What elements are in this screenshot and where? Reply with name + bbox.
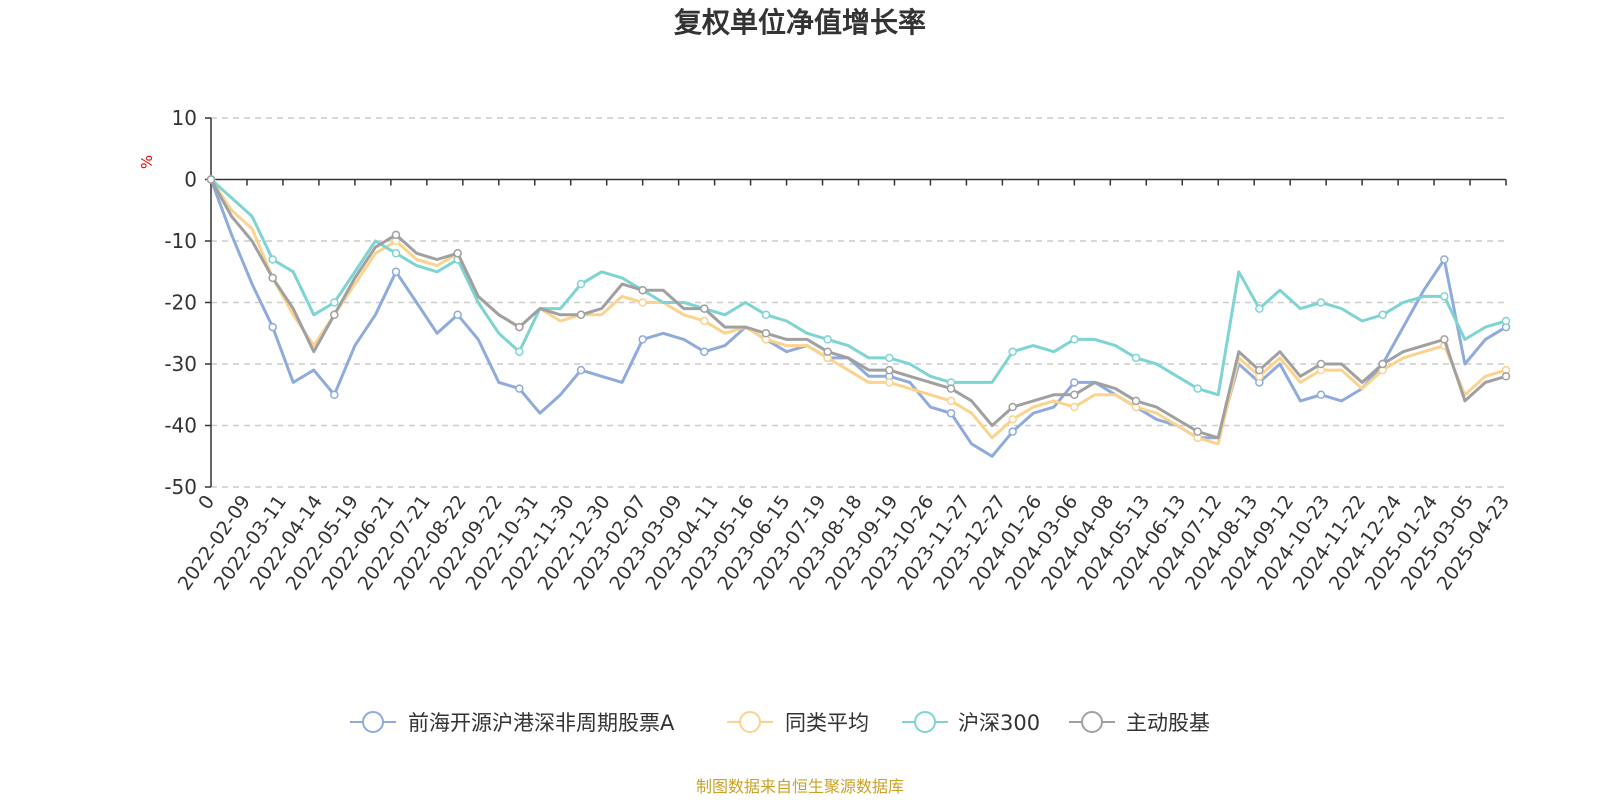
series-point <box>1008 427 1017 436</box>
series-point <box>576 279 586 289</box>
series-point <box>1440 292 1449 301</box>
series-point <box>268 322 277 332</box>
series-point <box>391 249 401 258</box>
series-point <box>330 298 339 307</box>
series-point <box>1193 384 1202 393</box>
series-point <box>1131 396 1141 406</box>
series-point <box>1316 298 1326 307</box>
legend: 前海开源沪港深非周期股票A 同类平均 沪深300 主动股基 <box>350 711 1210 735</box>
series-point <box>1131 353 1141 363</box>
legend-marker-3 <box>914 711 936 733</box>
grid <box>211 117 1506 488</box>
series-point <box>330 310 339 320</box>
y-tick-label: -40 <box>164 414 197 438</box>
series-point <box>1193 427 1202 436</box>
series-point <box>1008 402 1017 412</box>
y-tick-label: -50 <box>164 475 197 499</box>
series-line-2 <box>209 178 1507 446</box>
series-point <box>1316 390 1326 399</box>
series-point <box>515 384 524 393</box>
legend-label-3: 沪深300 <box>958 711 1040 735</box>
series-point <box>576 310 586 320</box>
y-axis-unit: % <box>138 155 156 169</box>
series-point <box>1378 359 1387 369</box>
series-lines <box>206 175 1511 458</box>
series-point <box>1070 378 1079 387</box>
series-point <box>700 316 709 326</box>
legend-label-2: 同类平均 <box>785 711 869 735</box>
series-point <box>638 285 647 295</box>
series-line-4 <box>209 178 1507 440</box>
series-point <box>1440 335 1449 344</box>
legend-label-4: 主动股基 <box>1126 711 1210 735</box>
legend-marker-4 <box>1081 711 1103 733</box>
legend-label-1: 前海开源沪港深非周期股票A <box>408 711 675 735</box>
series-point <box>515 322 524 332</box>
series-point <box>1501 372 1511 381</box>
series-line-1 <box>209 178 1507 458</box>
series-point <box>823 347 832 356</box>
series-point <box>946 396 956 406</box>
x-tick-label: 0 <box>194 491 219 514</box>
series-point <box>206 175 216 184</box>
series-point <box>391 230 401 240</box>
series-point <box>268 255 277 264</box>
y-tick-label: 0 <box>184 168 197 192</box>
series-point <box>885 353 894 363</box>
series-point <box>1501 316 1511 326</box>
series-point <box>1378 310 1387 320</box>
y-tick-label: -20 <box>164 291 197 315</box>
source-note: 制图数据来自恒生聚源数据库 <box>696 777 904 796</box>
series-point <box>330 390 339 399</box>
legend-marker-1 <box>362 711 384 733</box>
series-point <box>576 365 586 375</box>
series-point <box>885 365 894 375</box>
series-point <box>700 347 709 356</box>
series-point <box>1255 304 1264 313</box>
y-tick-label: 10 <box>172 106 197 130</box>
series-point <box>1255 365 1264 375</box>
series-point <box>700 304 709 313</box>
chart-title: 复权单位净值增长率 <box>674 6 926 39</box>
series-point <box>1008 347 1017 356</box>
series-point <box>946 408 956 418</box>
series-point <box>638 335 647 344</box>
series-point <box>1008 415 1017 424</box>
series-point <box>761 329 771 338</box>
series-point <box>1070 402 1079 412</box>
series-point <box>638 298 647 307</box>
series-point <box>515 347 524 356</box>
series-point <box>885 378 894 387</box>
series-line-3 <box>210 178 1507 397</box>
series-point <box>453 249 462 258</box>
series-point <box>1070 335 1079 344</box>
legend-marker-2 <box>739 711 761 733</box>
series-point <box>1316 359 1326 369</box>
series-point <box>1440 255 1449 264</box>
series-point <box>453 310 462 320</box>
series-point <box>391 267 401 276</box>
series-point <box>1070 390 1079 399</box>
series-point <box>268 273 277 283</box>
series-point <box>946 384 956 393</box>
axes: 100-10-20-30-40-5002022-02-092022-03-112… <box>164 106 1514 594</box>
series-point <box>761 310 771 320</box>
y-tick-label: -10 <box>164 229 197 253</box>
y-tick-label: -30 <box>164 352 197 376</box>
series-point <box>823 335 832 344</box>
